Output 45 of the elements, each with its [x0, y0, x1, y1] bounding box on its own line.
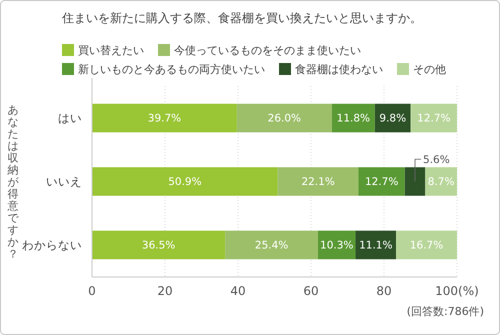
x-tick-label: 40 [230, 284, 246, 298]
chart-title: 住まいを新たに購入する際、食器棚を買い換えたいと思いますか。 [61, 11, 422, 25]
data-label: 11.8% [336, 112, 370, 125]
data-label: 39.7% [148, 112, 182, 125]
data-label: 25.4% [254, 240, 288, 252]
bar [425, 167, 457, 196]
bar [356, 230, 396, 260]
y-tick-label: わからない [22, 238, 82, 252]
bar [410, 104, 457, 132]
x-tick-label: 60 [303, 284, 319, 298]
legend-label: 今使っているものをそのまま使いたい [174, 44, 361, 57]
data-label: 10.3% [320, 240, 354, 252]
bar [92, 104, 237, 132]
data-label: 9.8% [379, 112, 406, 125]
data-label: 12.7% [364, 176, 398, 188]
data-label: 36.5% [142, 240, 176, 252]
legend-label: 食器棚は使わない [295, 62, 383, 76]
legend-label: その他 [413, 62, 446, 76]
bar [92, 167, 278, 196]
data-label: 16.7% [410, 240, 444, 252]
bar [332, 104, 375, 132]
bar [236, 104, 332, 132]
data-label: 26.0% [268, 112, 302, 125]
x-tick-label: 100(%) [435, 284, 479, 298]
text: (回答数:786件) [406, 305, 484, 318]
bar [396, 230, 457, 260]
data-label: 50.9% [168, 176, 202, 188]
x-tick-label: 20 [157, 284, 173, 298]
data-label: 12.7% [417, 112, 451, 125]
data-label: 5.6% [423, 154, 450, 166]
bar [404, 167, 426, 196]
text: あなたは収納が得意ですか？ [8, 104, 18, 260]
x-tick-label: 0 [88, 284, 96, 298]
y-tick-label: いいえ [46, 174, 82, 189]
data-label: 22.1% [301, 176, 335, 188]
bar [358, 167, 405, 196]
bar [225, 230, 318, 260]
legend-label: 買い替えたい [78, 44, 144, 57]
legend-label: 新しいものと今あるもの両方使いたい [78, 62, 265, 76]
data-label: 8.7% [428, 176, 454, 188]
bar [278, 167, 358, 196]
bar [92, 230, 226, 260]
y-tick-label: はい [58, 111, 82, 126]
data-label: 11.1% [359, 240, 392, 252]
x-tick-label: 80 [376, 284, 392, 298]
